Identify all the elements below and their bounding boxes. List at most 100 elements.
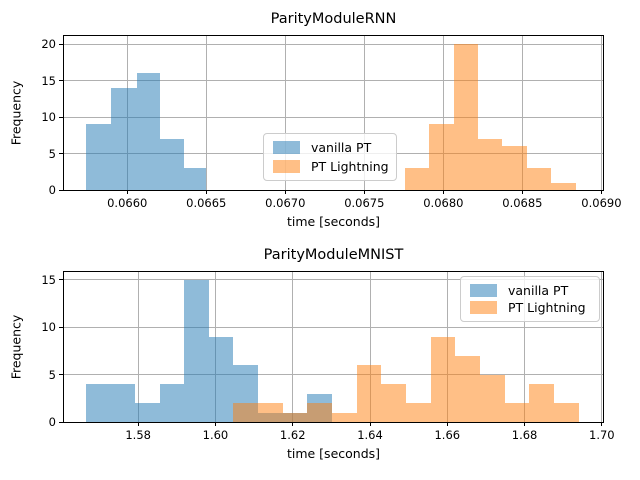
y-tick-label: 15 <box>41 73 56 88</box>
hist-bar-pt-lightning <box>478 138 502 190</box>
x-tick-label: 1.60 <box>202 428 229 442</box>
y-tick-mark <box>59 326 63 328</box>
grid-line-horizontal <box>64 326 603 328</box>
hist-bar-pt-lightning <box>258 403 283 422</box>
x-tick-mark <box>524 422 526 426</box>
grid-line-vertical <box>524 272 526 422</box>
legend-entry-pt-lightning: PT Lightning <box>470 300 590 315</box>
hist-bar-vanilla-pt <box>86 384 111 422</box>
hist-bar-vanilla-pt <box>135 403 160 422</box>
hist-bar-pt-lightning <box>332 412 357 422</box>
x-tick-mark <box>137 422 139 426</box>
subplot-parity-module-rnn: 0.0660 0.0665 0.0670 0.0675 0.0680 0.0685 0.06… <box>9 11 622 229</box>
grid-line-horizontal <box>64 279 603 281</box>
legend-entry-vanilla-pt: vanilla PT <box>470 283 590 298</box>
y-tick-label: 0 <box>48 183 56 197</box>
y-axis-label: Frequency <box>8 314 24 380</box>
y-tick-label: 5 <box>48 367 56 382</box>
hist-bar-vanilla-pt <box>208 336 234 422</box>
x-tick-label: 0.0660 <box>107 196 148 210</box>
x-tick-mark <box>601 422 603 426</box>
grid-line-vertical <box>363 36 365 190</box>
legend-label: PT Lightning <box>508 300 586 316</box>
hist-bar-vanilla-pt <box>86 124 112 190</box>
y-tick-mark <box>59 80 63 82</box>
x-tick-label: 0.0665 <box>186 196 227 210</box>
legend-label: vanilla PT <box>311 140 372 156</box>
grid-line-horizontal <box>64 116 603 118</box>
hist-bar-pt-lightning <box>307 403 333 422</box>
x-tick-label: 1.62 <box>279 428 306 442</box>
y-tick-label: 10 <box>41 320 56 335</box>
x-tick-label: 0.0680 <box>423 196 464 210</box>
y-tick-label: 15 <box>41 272 56 287</box>
x-tick-label: 1.58 <box>125 428 151 442</box>
hist-bar-vanilla-pt <box>159 384 185 422</box>
hist-bar-pt-lightning <box>282 412 308 422</box>
grid-line-vertical <box>600 36 602 190</box>
x-tick-label: 0.0690 <box>581 196 622 210</box>
grid-line-vertical <box>292 272 294 422</box>
x-tick-mark <box>292 422 294 426</box>
hist-bar-pt-lightning <box>504 403 530 422</box>
y-tick-mark <box>59 279 63 281</box>
x-tick-mark <box>600 190 602 194</box>
legend-entry-pt-lightning: PT Lightning <box>273 159 389 174</box>
x-tick-label: 1.64 <box>357 428 383 442</box>
x-tick-label: 0.0675 <box>344 196 385 210</box>
y-axis-label: Frequency <box>8 80 24 146</box>
hist-bar-vanilla-pt <box>160 138 185 190</box>
y-tick-mark <box>59 374 63 376</box>
hist-bar-pt-lightning <box>430 336 456 422</box>
y-tick-mark <box>59 116 63 118</box>
x-tick-mark <box>363 190 365 194</box>
y-tick-mark <box>59 43 63 45</box>
x-tick-mark <box>446 422 448 426</box>
x-tick-mark <box>521 190 523 194</box>
hist-bar-pt-lightning <box>550 182 577 190</box>
hist-bar-vanilla-pt <box>184 168 207 190</box>
y-tick-mark <box>59 189 63 191</box>
x-tick-label: 0.0685 <box>502 196 543 210</box>
grid-line-horizontal <box>64 43 603 45</box>
y-tick-label: 10 <box>41 110 56 124</box>
x-tick-mark <box>205 190 207 194</box>
y-tick-label: 20 <box>41 37 56 52</box>
chart-title: ParityModuleRNN <box>270 11 397 27</box>
legend-label: vanilla PT <box>508 282 569 298</box>
grid-line-vertical <box>442 36 444 190</box>
hist-bar-vanilla-pt <box>110 384 136 422</box>
hist-bar-pt-lightning <box>381 384 406 422</box>
hist-bar-pt-lightning <box>454 44 479 190</box>
hist-bar-vanilla-pt <box>111 87 137 190</box>
legend-swatch-vanilla-pt <box>470 283 497 297</box>
legend-swatch-pt-lightning <box>470 301 497 315</box>
hist-bar-pt-lightning <box>405 168 430 190</box>
hist-bar-pt-lightning <box>429 124 455 190</box>
x-tick-label: 0.0670 <box>265 196 306 210</box>
y-tick-mark <box>59 153 63 154</box>
y-tick-label: 0 <box>48 415 56 429</box>
legend: vanilla PT PT Lightning <box>460 276 600 322</box>
x-tick-label: 1.70 <box>589 428 615 442</box>
hist-bar-pt-lightning <box>356 365 382 422</box>
x-axis-label: time [seconds] <box>286 214 381 229</box>
hist-bar-pt-lightning <box>406 403 431 422</box>
hist-bar-vanilla-pt <box>136 73 161 190</box>
x-tick-mark <box>126 190 128 194</box>
legend-swatch-vanilla-pt <box>273 141 300 155</box>
hist-bar-pt-lightning <box>553 403 579 422</box>
grid-line-vertical <box>601 272 603 422</box>
hist-bar-pt-lightning <box>501 146 528 190</box>
x-tick-label: 1.66 <box>434 428 461 442</box>
grid-line-vertical <box>284 36 286 190</box>
x-tick-mark <box>284 190 286 194</box>
y-tick-mark <box>59 421 63 423</box>
grid-line-vertical <box>369 272 371 422</box>
grid-line-vertical <box>521 36 523 190</box>
legend-entry-vanilla-pt: vanilla PT <box>273 140 387 155</box>
subplot-parity-module-mnist: 1.58 1.60 1.62 1.64 1.66 1.68 1.70 0 5 10 15 Parity… <box>9 247 615 461</box>
grid-line-horizontal <box>64 374 603 376</box>
x-tick-label: 1.68 <box>511 428 538 442</box>
